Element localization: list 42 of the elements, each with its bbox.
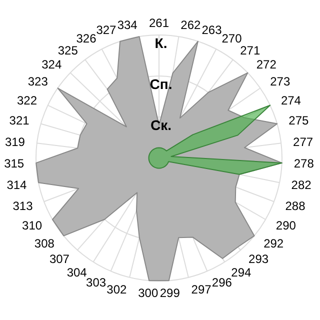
spoke-label: 322 bbox=[17, 93, 38, 108]
spoke-label: 275 bbox=[288, 114, 310, 128]
spoke-label: 319 bbox=[4, 134, 26, 149]
y-tick-label: Ск. bbox=[150, 117, 172, 133]
spoke-label: 324 bbox=[42, 58, 62, 72]
spoke-label: 326 bbox=[76, 32, 97, 46]
spoke-label: 278 bbox=[294, 156, 314, 171]
spoke-label: 272 bbox=[256, 58, 277, 72]
spoke-label: 262 bbox=[180, 18, 202, 32]
spoke-label: 321 bbox=[9, 114, 30, 128]
spoke-label: 302 bbox=[106, 282, 128, 296]
spoke-label: 277 bbox=[293, 134, 314, 149]
spoke-label: 273 bbox=[270, 74, 290, 89]
y-tick-label: Сп. bbox=[150, 76, 172, 92]
spoke-label: 303 bbox=[86, 275, 106, 290]
spoke-label: 271 bbox=[240, 43, 260, 58]
spoke-label: 304 bbox=[66, 265, 88, 280]
spoke-label: 270 bbox=[222, 32, 242, 46]
spoke-label: 296 bbox=[212, 275, 232, 290]
spoke-label: 313 bbox=[12, 199, 34, 214]
spoke-label: 315 bbox=[4, 156, 24, 171]
spoke-label: 314 bbox=[6, 178, 28, 192]
spoke-label: 327 bbox=[96, 23, 117, 38]
spoke-label: 308 bbox=[34, 236, 55, 251]
spoke-label: 300 bbox=[138, 286, 158, 300]
spoke-label: 307 bbox=[49, 252, 70, 266]
spoke-label: 325 bbox=[58, 43, 78, 58]
spoke-label: 297 bbox=[191, 282, 212, 296]
spoke-label: 282 bbox=[291, 178, 312, 192]
spoke-label: 288 bbox=[285, 199, 306, 214]
spoke-label: 261 bbox=[148, 16, 170, 30]
spoke-label: 323 bbox=[28, 74, 48, 89]
spoke-label: 292 bbox=[264, 236, 284, 251]
spoke-label: 299 bbox=[160, 286, 180, 300]
spoke-label: 293 bbox=[248, 252, 269, 266]
spoke-label: 290 bbox=[276, 218, 296, 233]
spoke-label: 334 bbox=[117, 18, 138, 32]
spoke-label: 263 bbox=[202, 23, 222, 38]
spoke-label: 274 bbox=[280, 93, 302, 108]
spoke-label: 310 bbox=[22, 218, 42, 233]
y-tick-label: К. bbox=[154, 35, 168, 51]
spoke-label: 294 bbox=[231, 265, 252, 280]
